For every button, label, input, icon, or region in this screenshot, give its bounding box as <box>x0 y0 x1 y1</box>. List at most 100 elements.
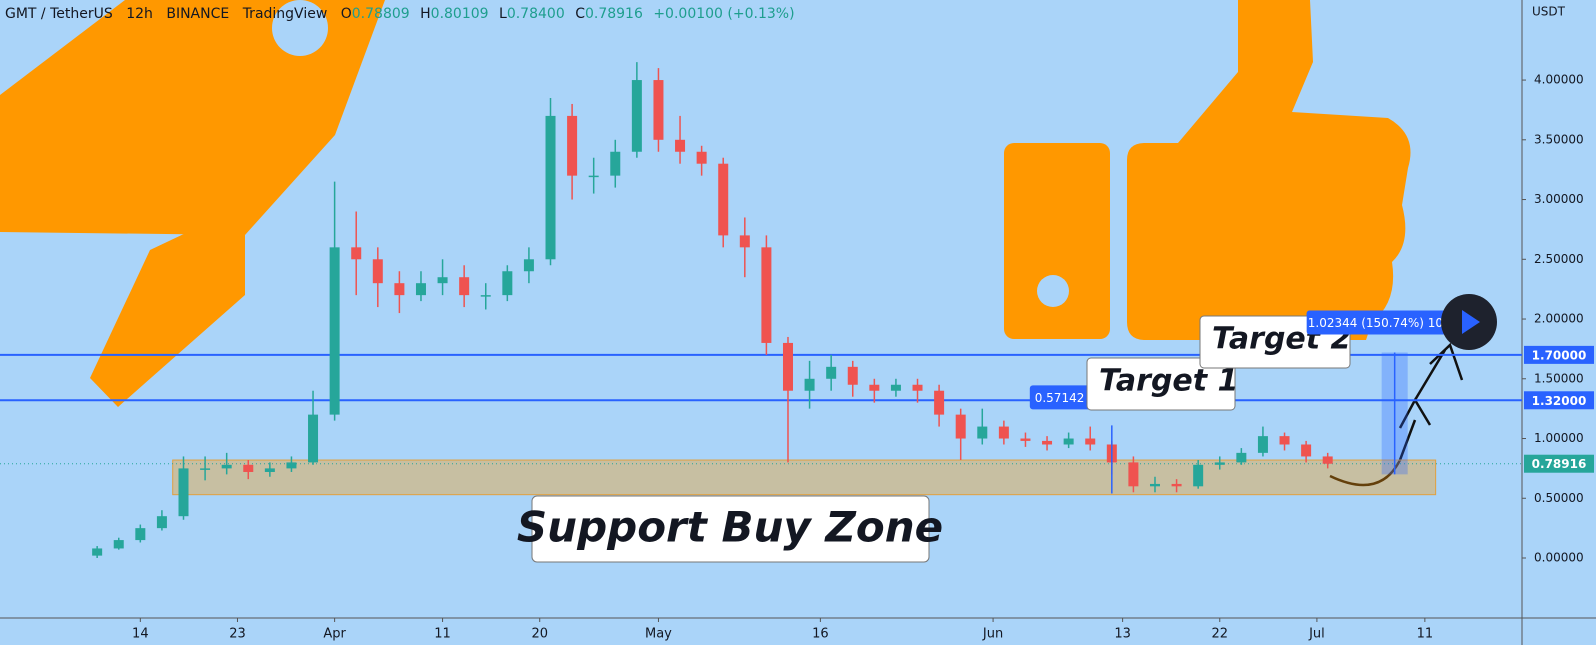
change: +0.00100 (+0.13%) <box>653 6 795 22</box>
last-price-bg <box>1524 454 1594 473</box>
thumb-hand <box>1127 0 1411 340</box>
thumb-cuff <box>1004 143 1110 339</box>
candle-body <box>1085 438 1096 445</box>
candle-body <box>977 426 988 439</box>
candle-body <box>1279 436 1290 445</box>
y-tick-label: 0.00000 <box>1534 551 1584 565</box>
candle-body <box>1042 440 1053 445</box>
candle-body <box>847 366 858 385</box>
x-tick-label: 23 <box>229 627 246 642</box>
level-label-bg <box>1524 391 1594 410</box>
candle-body <box>1236 452 1247 463</box>
measure-label-bg <box>1306 310 1475 335</box>
candle-body <box>1257 436 1268 453</box>
y-tick-label: 3.00000 <box>1534 192 1584 206</box>
x-tick-label: 14 <box>132 627 149 642</box>
candle-body <box>264 468 275 472</box>
candle-body <box>610 151 621 176</box>
candle-body <box>351 247 362 260</box>
candle-body <box>782 342 793 391</box>
candle-body <box>934 390 945 415</box>
candle-body <box>502 271 513 296</box>
rocket-fin <box>90 205 245 407</box>
support-zone <box>172 459 1437 496</box>
candle-body <box>739 235 750 248</box>
x-tick-label: 22 <box>1211 627 1228 642</box>
price-axis-panel <box>1522 0 1596 645</box>
candle-body <box>631 80 642 152</box>
candle-body <box>1149 483 1160 487</box>
candle-body <box>1020 438 1031 441</box>
candle-body <box>415 283 426 296</box>
level-label: 1.32000 <box>1532 394 1587 408</box>
projection-arrow-head <box>1398 342 1464 429</box>
candle-body <box>286 462 297 469</box>
candle-body <box>200 468 211 470</box>
rocket-window <box>272 0 328 56</box>
x-tick-label: 16 <box>812 627 829 642</box>
candle-body <box>1322 456 1333 464</box>
ohlc-key: O <box>340 6 352 22</box>
level-label-bg <box>1524 345 1594 364</box>
target-label: Target 1 <box>1099 364 1238 399</box>
candle-body <box>437 277 448 284</box>
measure-label: 1.02344 (150.74%) 102344 <box>1308 316 1474 330</box>
candle-body <box>113 540 124 549</box>
candle-body <box>92 548 103 556</box>
ohlc-value: 0.78400 <box>506 6 565 22</box>
candle-body <box>1128 462 1139 487</box>
candle-body <box>1063 438 1074 445</box>
candle-body <box>696 151 707 164</box>
zone-label: Support Buy Zone <box>517 503 943 552</box>
x-tick-label: Apr <box>323 627 346 642</box>
unit-label: USDT <box>1532 5 1566 19</box>
candle-body <box>243 464 254 472</box>
x-tick-label: May <box>645 627 672 642</box>
candle-body <box>308 414 319 463</box>
candle-body <box>135 528 146 541</box>
candle-body <box>588 175 599 178</box>
candle-body <box>675 139 686 152</box>
candle-body <box>221 464 232 469</box>
y-tick-label: 1.00000 <box>1534 431 1584 445</box>
candle-body <box>1301 444 1312 457</box>
x-tick-label: Jul <box>1308 627 1325 642</box>
x-tick-label: 11 <box>434 627 451 642</box>
y-tick-label: 3.50000 <box>1534 132 1584 146</box>
candle-body <box>156 516 167 529</box>
rocket-body <box>0 0 385 235</box>
candle-body <box>718 163 729 236</box>
ohlc-value: 0.80109 <box>430 6 489 22</box>
ohlc-key: L <box>499 6 507 22</box>
candle-body <box>545 115 556 260</box>
interval: 12h <box>126 6 153 22</box>
source: TradingView <box>242 6 328 22</box>
candle-body <box>804 378 815 391</box>
ohlc-key: C <box>575 6 585 22</box>
candle-body <box>955 414 966 439</box>
candle-body <box>890 384 901 391</box>
candle-body <box>826 366 837 379</box>
y-tick-label: 1.50000 <box>1534 371 1584 385</box>
candle-body <box>329 247 340 415</box>
projection-arrow <box>1329 419 1417 487</box>
level-label: 1.70000 <box>1532 348 1587 362</box>
x-tick-label: 13 <box>1114 627 1131 642</box>
candle-body <box>1193 464 1204 487</box>
y-tick-label: 4.00000 <box>1534 73 1584 87</box>
candle-body <box>394 283 405 296</box>
candle-body <box>912 384 923 391</box>
x-tick-label: 20 <box>531 627 548 642</box>
candle-body <box>372 259 383 284</box>
x-tick-label: Jun <box>982 627 1003 642</box>
y-tick-label: 0.50000 <box>1534 491 1584 505</box>
candle-body <box>761 247 772 343</box>
zone-label-box <box>531 495 930 563</box>
candle-body <box>178 468 189 517</box>
play-icon <box>1462 310 1480 334</box>
candle-body <box>459 277 470 296</box>
candle-body <box>1214 462 1225 465</box>
last-price-label: 0.78916 <box>1532 457 1587 471</box>
